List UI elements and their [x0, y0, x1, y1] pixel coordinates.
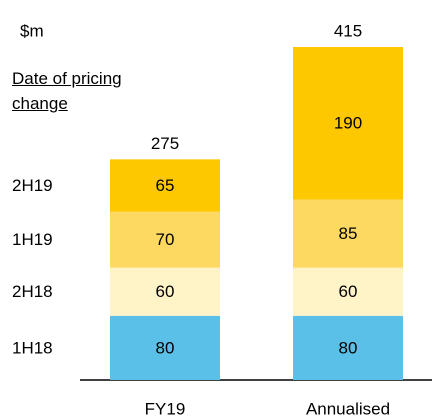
value-label: 70	[156, 230, 175, 249]
total-label: 415	[334, 21, 362, 40]
bar-segment	[110, 315, 220, 380]
series-label: 2H18	[12, 282, 53, 301]
bar-segment	[293, 267, 403, 316]
bar-segment	[110, 211, 220, 268]
value-label: 190	[334, 114, 362, 133]
value-label: 60	[339, 282, 358, 301]
x-tick-label: Annualised	[306, 399, 390, 418]
bar-segment	[110, 267, 220, 316]
bar-segment	[293, 315, 403, 380]
value-label: 80	[339, 338, 358, 357]
value-label: 65	[156, 176, 175, 195]
series-label: 1H18	[12, 338, 53, 357]
bar-segment	[293, 47, 403, 200]
legend-title: Date of pricing change	[12, 69, 122, 113]
total-label: 275	[151, 134, 179, 153]
bar-segment	[110, 159, 220, 212]
unit-label: $m	[20, 21, 44, 40]
x-tick-label: FY19	[145, 399, 186, 418]
bar-segment	[293, 199, 403, 268]
value-label: 85	[339, 224, 358, 243]
series-label: 1H19	[12, 230, 53, 249]
value-label: 80	[156, 338, 175, 357]
value-label: 60	[156, 282, 175, 301]
series-label: 2H19	[12, 176, 53, 195]
